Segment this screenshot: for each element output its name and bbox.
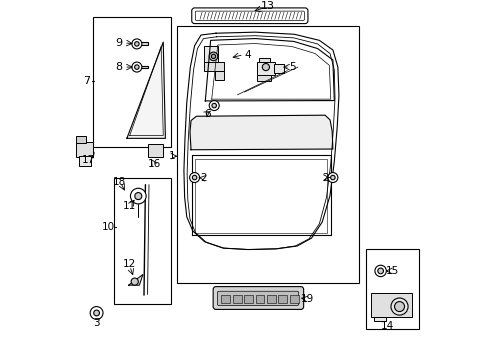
Text: 16: 16 xyxy=(147,159,160,169)
Bar xyxy=(274,64,284,73)
Polygon shape xyxy=(189,115,332,150)
Text: 19: 19 xyxy=(300,294,313,304)
Bar xyxy=(93,17,171,147)
Circle shape xyxy=(330,175,334,180)
Bar xyxy=(244,295,252,303)
Circle shape xyxy=(192,175,197,180)
Text: 12: 12 xyxy=(123,259,136,269)
Bar xyxy=(257,62,274,75)
FancyBboxPatch shape xyxy=(213,287,303,309)
Circle shape xyxy=(374,265,386,276)
Bar xyxy=(255,295,264,303)
Bar xyxy=(221,295,230,303)
Text: 6: 6 xyxy=(203,109,210,119)
Text: 9: 9 xyxy=(115,38,122,48)
Text: 15: 15 xyxy=(386,266,399,276)
Text: 18: 18 xyxy=(112,177,125,187)
Bar xyxy=(373,316,385,321)
Text: 2: 2 xyxy=(200,173,206,183)
Bar xyxy=(204,62,224,71)
Circle shape xyxy=(135,193,142,199)
Circle shape xyxy=(134,65,139,69)
Circle shape xyxy=(132,39,142,49)
Bar xyxy=(370,293,411,317)
Text: 7: 7 xyxy=(83,76,90,86)
Bar xyxy=(147,144,162,157)
Bar xyxy=(79,156,91,166)
Bar xyxy=(177,26,358,283)
Circle shape xyxy=(134,42,139,46)
Text: 13: 13 xyxy=(260,1,274,12)
Circle shape xyxy=(211,54,215,59)
Text: 10: 10 xyxy=(102,222,115,233)
Circle shape xyxy=(394,302,404,311)
Text: 11: 11 xyxy=(123,201,136,211)
Circle shape xyxy=(94,310,99,316)
Bar xyxy=(259,58,269,62)
FancyBboxPatch shape xyxy=(191,8,307,24)
Bar xyxy=(76,142,93,157)
Bar xyxy=(365,249,418,329)
Bar xyxy=(114,177,171,304)
Circle shape xyxy=(390,298,407,315)
Text: 5: 5 xyxy=(289,62,295,72)
Bar xyxy=(215,71,224,80)
Circle shape xyxy=(262,63,269,71)
Text: 4: 4 xyxy=(244,50,251,60)
Circle shape xyxy=(377,268,383,274)
Bar xyxy=(257,75,271,81)
Bar xyxy=(141,42,147,45)
Circle shape xyxy=(209,100,219,111)
Polygon shape xyxy=(126,42,165,138)
Circle shape xyxy=(189,172,199,183)
Text: 8: 8 xyxy=(115,62,122,72)
Circle shape xyxy=(90,307,103,319)
Circle shape xyxy=(132,62,142,72)
Circle shape xyxy=(130,188,146,204)
Bar xyxy=(204,46,218,63)
Circle shape xyxy=(209,52,217,60)
Text: 1: 1 xyxy=(169,151,176,161)
Bar xyxy=(266,295,275,303)
Text: 14: 14 xyxy=(380,321,393,331)
Bar xyxy=(232,295,241,303)
Polygon shape xyxy=(128,274,142,285)
Bar xyxy=(141,66,147,68)
Text: 17: 17 xyxy=(81,155,95,165)
Circle shape xyxy=(211,103,216,108)
Bar xyxy=(278,295,286,303)
FancyBboxPatch shape xyxy=(217,291,298,306)
Text: 2: 2 xyxy=(322,172,328,183)
Text: 3: 3 xyxy=(93,318,100,328)
Bar xyxy=(289,295,298,303)
Bar xyxy=(76,136,86,143)
Circle shape xyxy=(131,278,138,285)
Circle shape xyxy=(327,172,337,183)
